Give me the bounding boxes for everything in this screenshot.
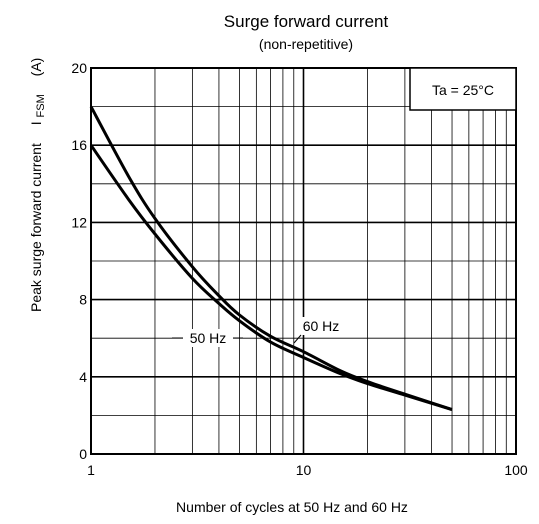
y-tick-label: 8 (79, 292, 87, 308)
condition-box (409, 67, 517, 111)
y-tick-label: 20 (71, 60, 87, 76)
chart-subtitle: (non-repetitive) (259, 36, 353, 52)
y-tick-label: 16 (71, 137, 87, 153)
y-axis-label: Peak surge forward current I FSM (A) (28, 58, 47, 312)
axis-ticks: 0 4 8 12 16 20 1 10 100 (71, 60, 527, 478)
series-line-60hz (89, 105, 453, 412)
x-tick-label: 1 (87, 462, 95, 478)
grid (91, 68, 516, 454)
chart-title: Surge forward current (224, 12, 389, 31)
y-axis-unit: (A) (28, 58, 44, 77)
label-60hz-bg (296, 317, 346, 335)
y-tick-label: 12 (71, 214, 87, 230)
condition-label: Ta = 25°C (432, 82, 494, 98)
y-axis-symbol-main: I (28, 121, 44, 125)
y-axis-label-text: Peak surge forward current (28, 143, 44, 312)
x-tick-label: 10 (296, 462, 312, 478)
series-label-50hz: 50 Hz (190, 330, 227, 346)
series-label-60hz: 60 Hz (303, 318, 340, 334)
y-axis-label-group: Peak surge forward current I FSM (A) (28, 58, 47, 312)
y-tick-label: 4 (79, 369, 87, 385)
x-tick-label: 100 (504, 462, 528, 478)
label-60hz-leader (293, 334, 302, 344)
series-lines (89, 105, 453, 412)
label-50hz-bg (183, 329, 233, 347)
y-axis-symbol-sub: FSM (35, 94, 47, 117)
x-axis-label: Number of cycles at 50 Hz and 60 Hz (176, 499, 408, 515)
series-line-50hz (89, 144, 453, 412)
plot-frame (90, 67, 517, 455)
y-tick-label: 0 (79, 446, 87, 462)
